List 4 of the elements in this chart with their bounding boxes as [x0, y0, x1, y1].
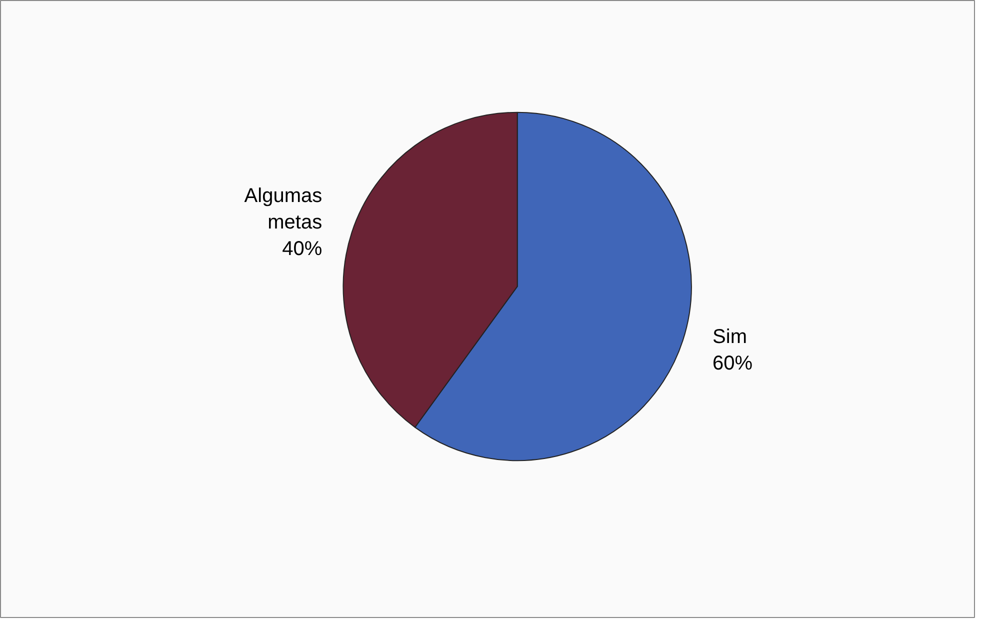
data-label: 60%	[712, 352, 753, 374]
slice-label: Sim	[712, 326, 747, 348]
data-label: 40%	[282, 238, 322, 260]
slice-label: Algumas metas	[244, 185, 322, 234]
